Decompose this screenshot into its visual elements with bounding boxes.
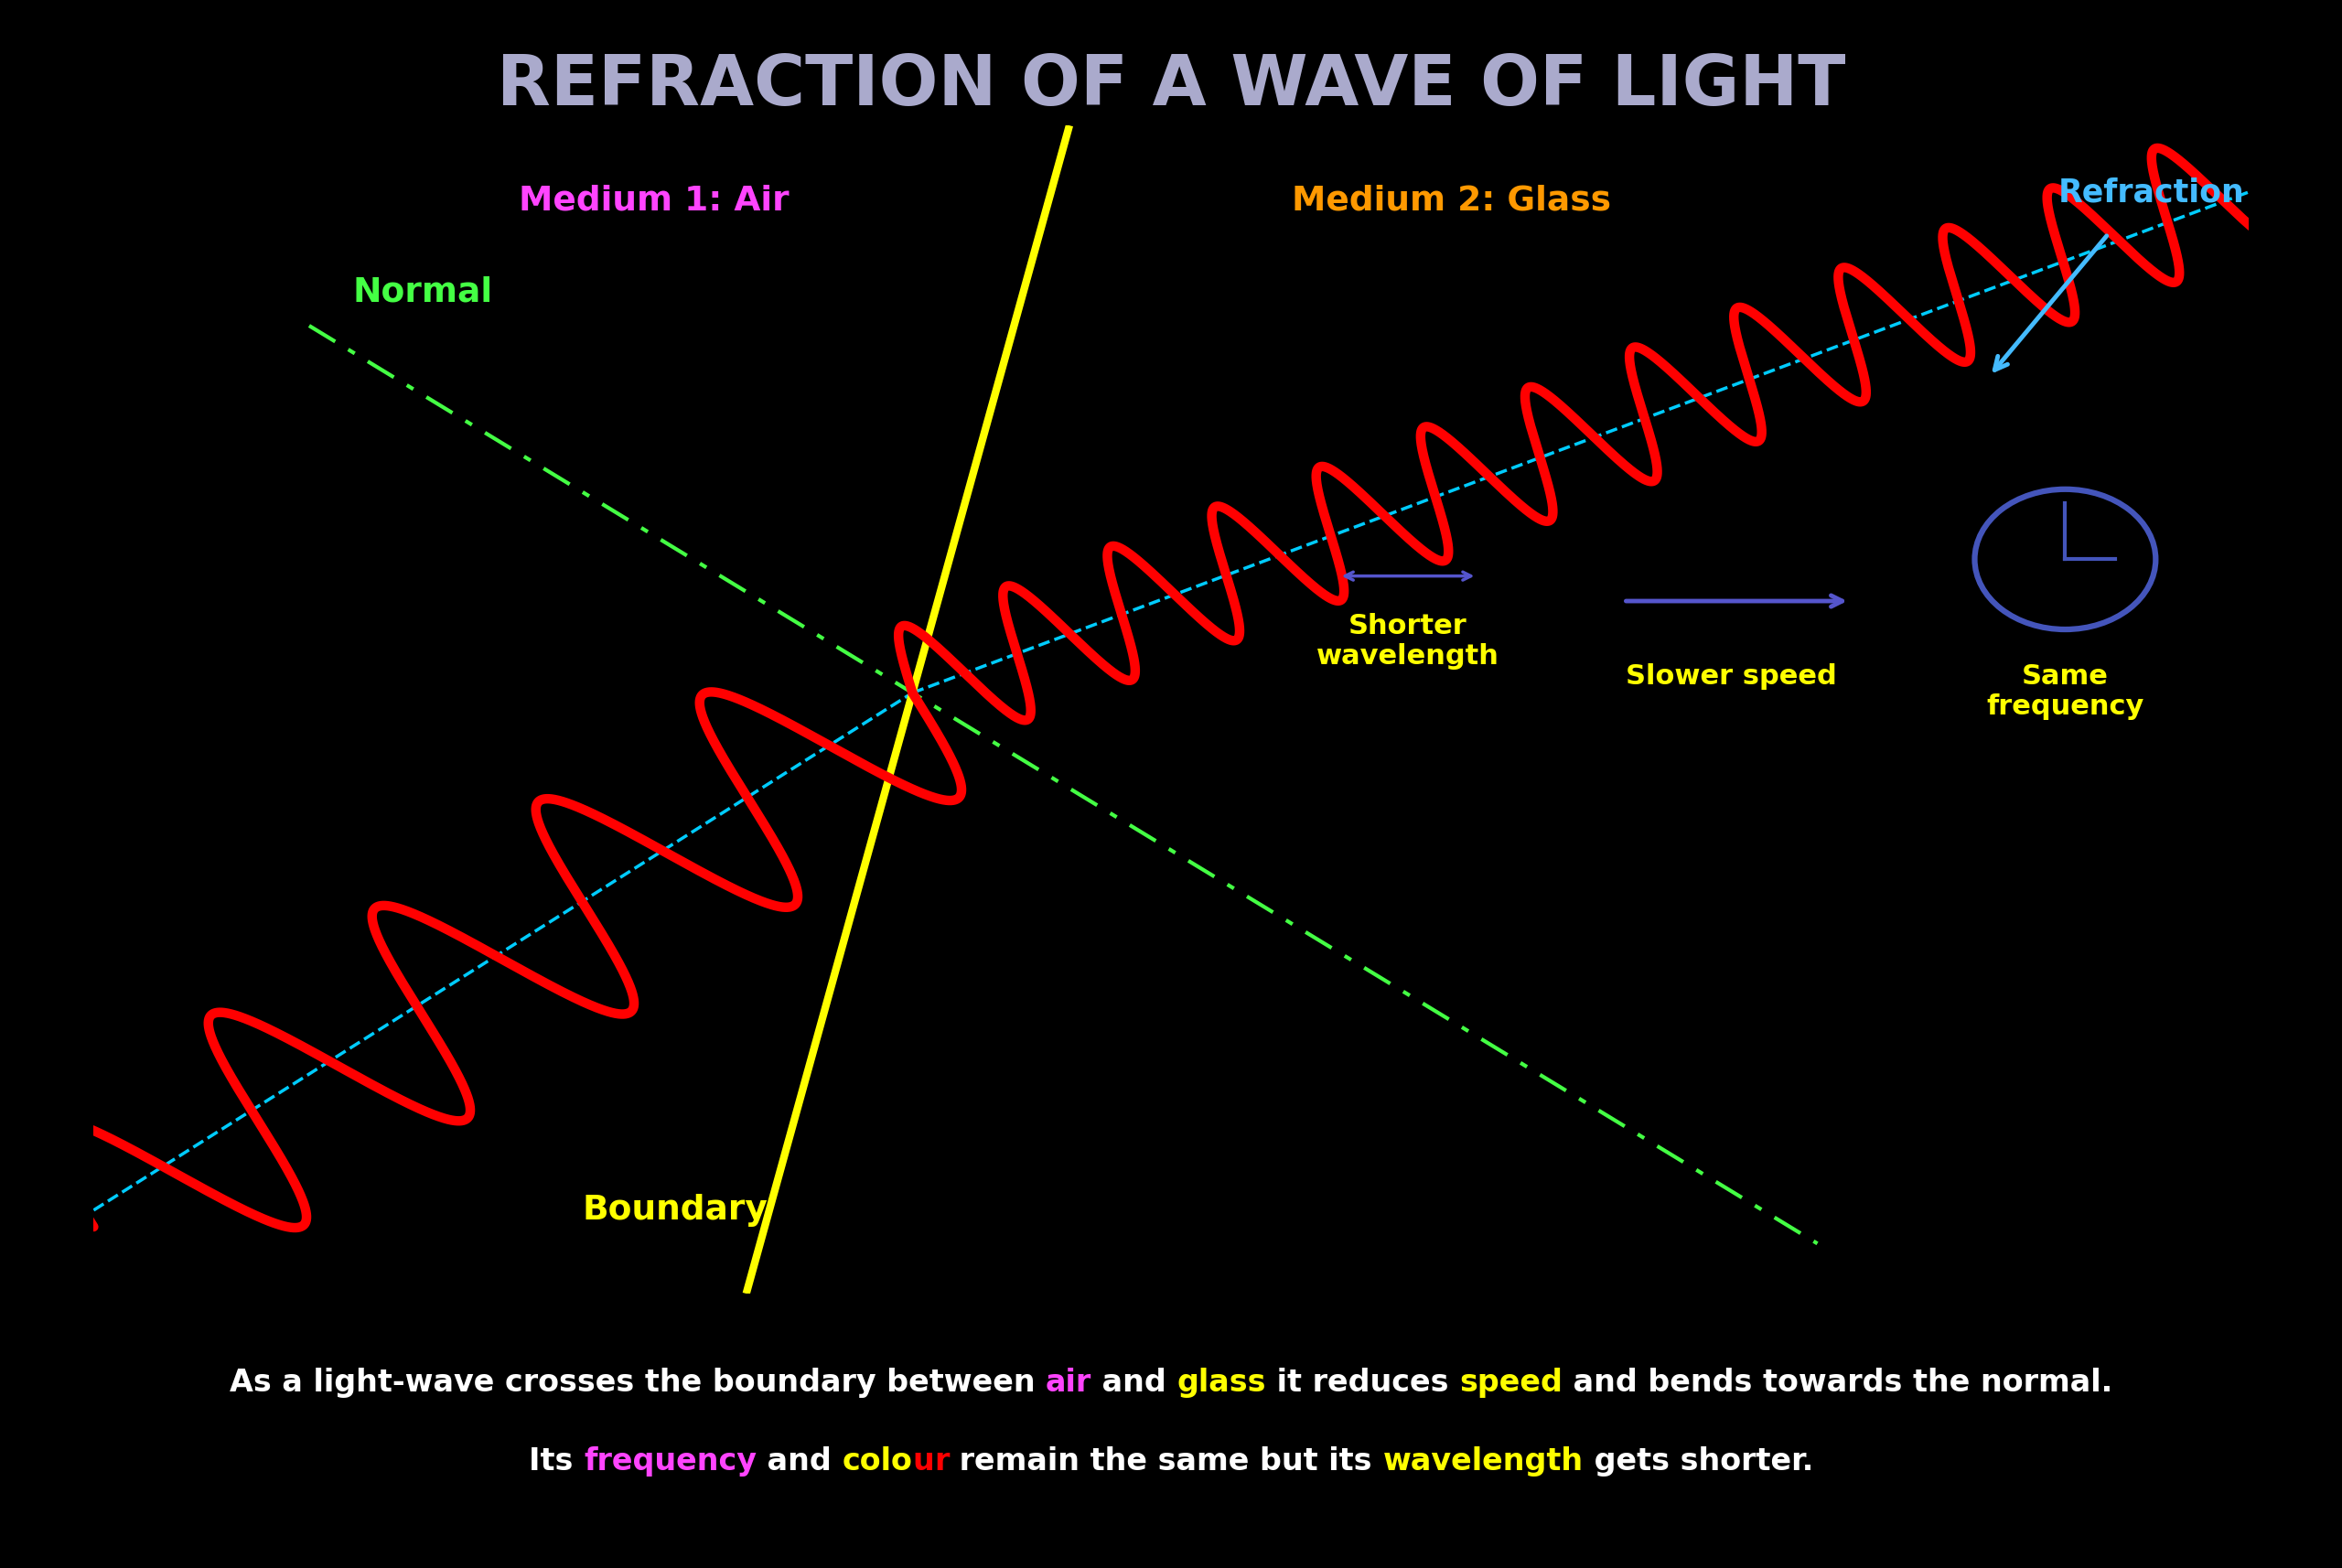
- Text: gets shorter.: gets shorter.: [1583, 1446, 1813, 1477]
- Text: frequency: frequency: [583, 1446, 756, 1477]
- Text: Medium 2: Glass: Medium 2: Glass: [1290, 183, 1611, 216]
- Text: air: air: [1045, 1367, 1091, 1399]
- Text: Refraction: Refraction: [2059, 177, 2244, 207]
- Text: it reduces: it reduces: [1267, 1367, 1459, 1399]
- Text: colo: colo: [843, 1446, 913, 1477]
- Text: Its: Its: [529, 1446, 583, 1477]
- Text: and: and: [756, 1446, 843, 1477]
- Text: speed: speed: [1459, 1367, 1562, 1399]
- Text: Normal: Normal: [351, 276, 492, 309]
- Text: and: and: [1091, 1367, 1178, 1399]
- Text: Shorter
wavelength: Shorter wavelength: [1316, 613, 1499, 670]
- Text: glass: glass: [1178, 1367, 1267, 1399]
- Text: As a light-wave crosses the boundary between: As a light-wave crosses the boundary bet…: [230, 1367, 1045, 1399]
- Text: REFRACTION OF A WAVE OF LIGHT: REFRACTION OF A WAVE OF LIGHT: [497, 52, 1845, 121]
- Text: Same
frequency: Same frequency: [1986, 663, 2143, 720]
- Text: Slower speed: Slower speed: [1625, 663, 1836, 690]
- Text: remain the same but its: remain the same but its: [949, 1446, 1382, 1477]
- Text: wavelength: wavelength: [1382, 1446, 1583, 1477]
- Text: Medium 1: Air: Medium 1: Air: [518, 183, 789, 216]
- Text: Boundary: Boundary: [583, 1193, 768, 1226]
- Text: r: r: [934, 1446, 949, 1477]
- Text: u: u: [913, 1446, 934, 1477]
- Text: and bends towards the normal.: and bends towards the normal.: [1562, 1367, 2112, 1399]
